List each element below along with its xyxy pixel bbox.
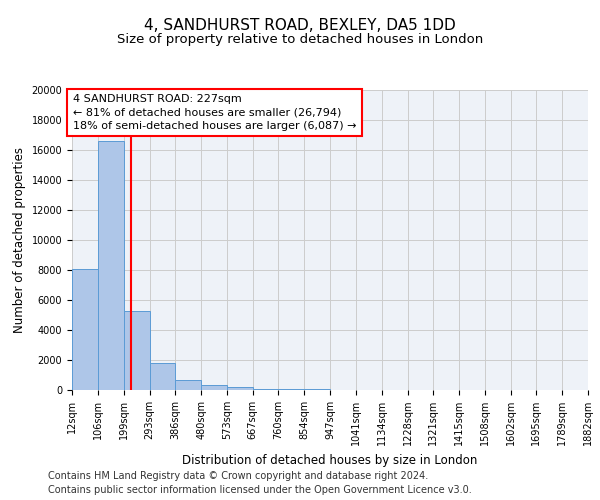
X-axis label: Distribution of detached houses by size in London: Distribution of detached houses by size … xyxy=(182,454,478,466)
Bar xyxy=(149,363,175,390)
Y-axis label: Number of detached properties: Number of detached properties xyxy=(13,147,26,333)
Text: 4, SANDHURST ROAD, BEXLEY, DA5 1DD: 4, SANDHURST ROAD, BEXLEY, DA5 1DD xyxy=(144,18,456,32)
Bar xyxy=(201,385,227,390)
Bar xyxy=(98,141,124,390)
Bar xyxy=(175,380,201,390)
Bar xyxy=(253,388,278,390)
Bar xyxy=(72,268,98,390)
Bar xyxy=(124,310,149,390)
Bar xyxy=(227,387,253,390)
Text: Contains HM Land Registry data © Crown copyright and database right 2024.
Contai: Contains HM Land Registry data © Crown c… xyxy=(48,471,472,495)
Text: Size of property relative to detached houses in London: Size of property relative to detached ho… xyxy=(117,32,483,46)
Bar xyxy=(278,389,304,390)
Text: 4 SANDHURST ROAD: 227sqm
← 81% of detached houses are smaller (26,794)
18% of se: 4 SANDHURST ROAD: 227sqm ← 81% of detach… xyxy=(73,94,356,131)
